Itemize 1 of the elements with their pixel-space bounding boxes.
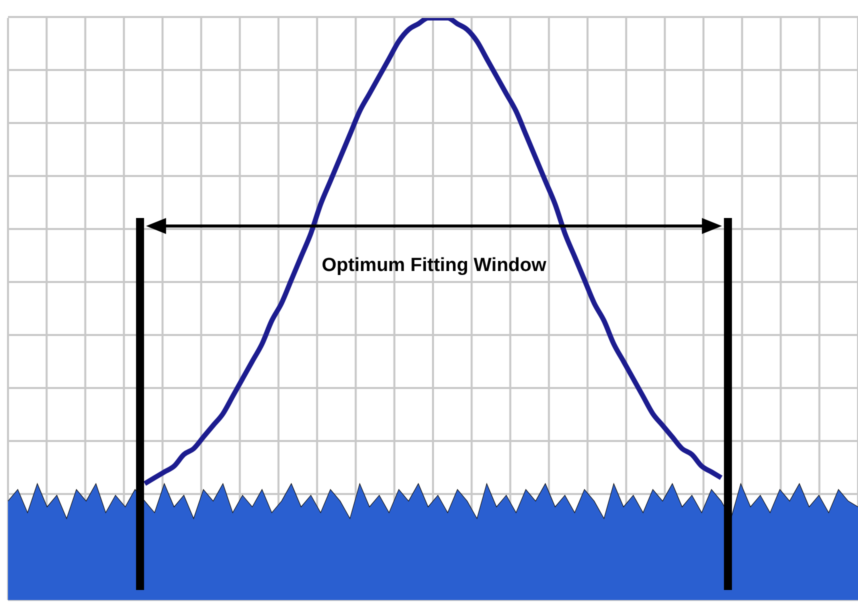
annotation: Optimum Fitting Window — [320, 255, 548, 277]
